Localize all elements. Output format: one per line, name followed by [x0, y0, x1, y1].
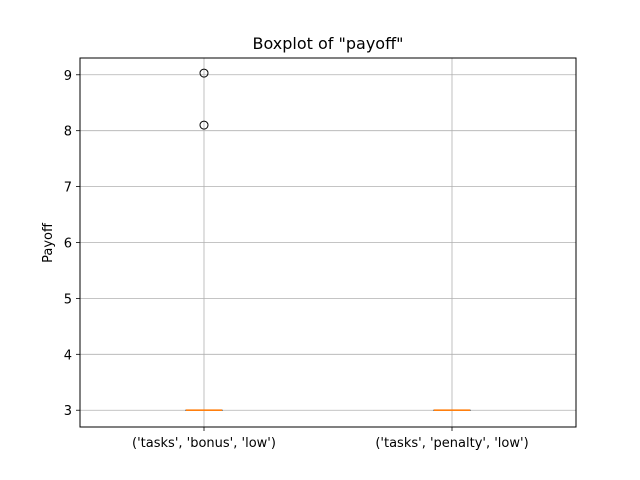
- y-tick-label: 5: [64, 292, 72, 307]
- boxes: [185, 68, 471, 412]
- y-tick-label: 7: [64, 181, 72, 196]
- y-tick-label: 4: [64, 348, 72, 363]
- x-tick-label: ('tasks', 'bonus', 'low'): [132, 436, 276, 451]
- y-tick-label: 8: [64, 125, 72, 140]
- y-axis-label: Payoff: [41, 222, 56, 263]
- y-tick-label: 6: [64, 237, 72, 252]
- y-tick-label: 9: [64, 69, 72, 84]
- x-tick-label: ('tasks', 'penalty', 'low'): [375, 436, 528, 451]
- x-axis: ('tasks', 'bonus', 'low') ('tasks', 'pena…: [132, 427, 529, 451]
- y-axis: 3 4 5 6 7 8 9: [64, 69, 80, 419]
- grid: [80, 58, 576, 427]
- y-tick-label: 3: [64, 404, 72, 419]
- outlier-point: [199, 120, 209, 130]
- outlier-point: [199, 68, 209, 78]
- chart-title: Boxplot of "payoff": [253, 34, 404, 53]
- box-group: [185, 68, 223, 412]
